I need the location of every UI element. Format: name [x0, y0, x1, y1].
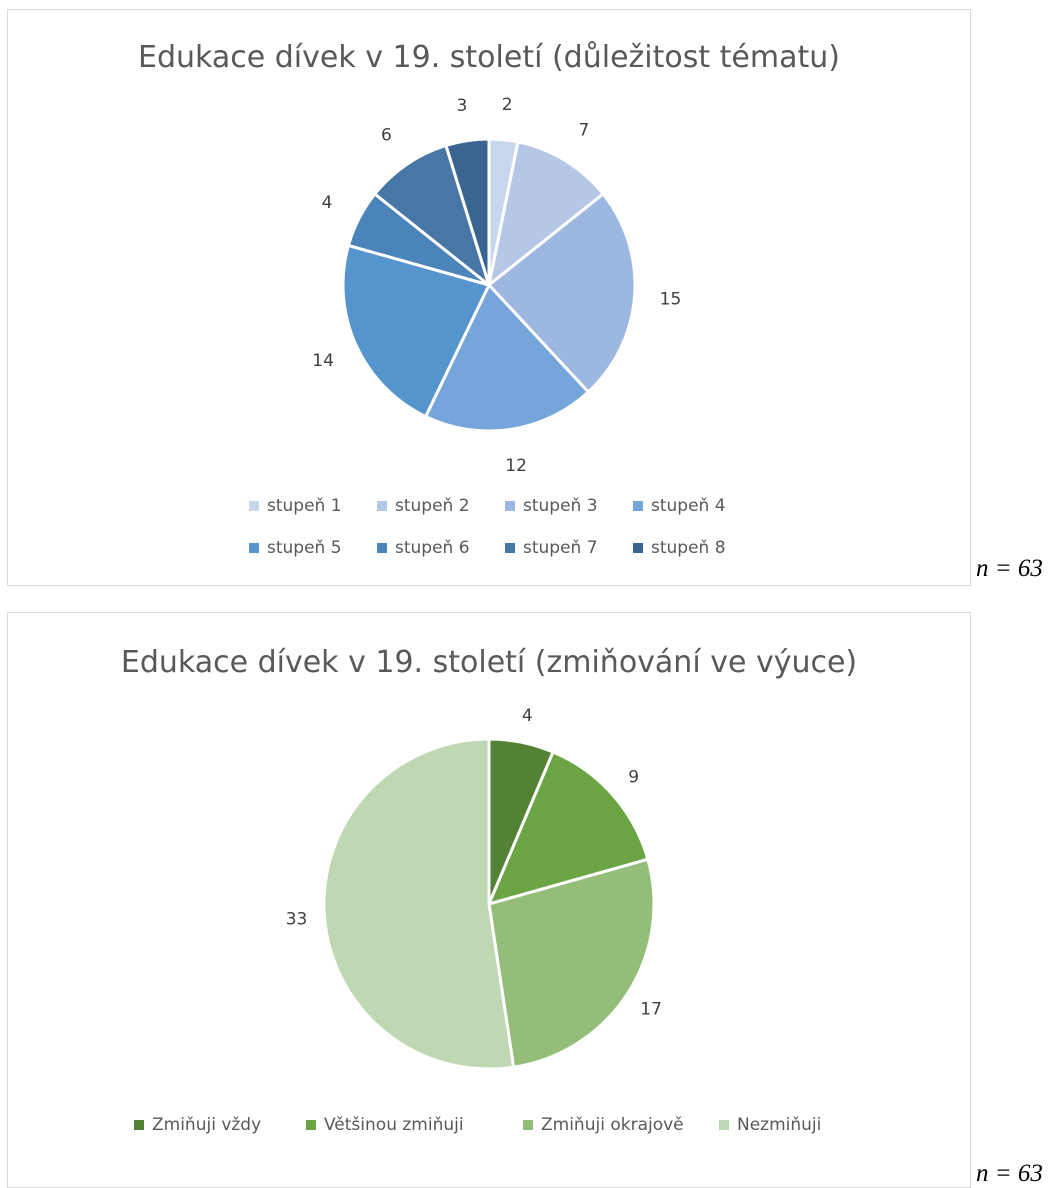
legend-item: Zmiňuji vždy: [134, 1115, 261, 1135]
data-label: 9: [628, 767, 639, 787]
legend-swatch: [249, 501, 259, 511]
legend-swatch: [377, 501, 387, 511]
legend-label: stupeň 7: [523, 538, 598, 558]
legend-swatch: [719, 1120, 729, 1130]
legend-swatch: [505, 543, 515, 553]
legend-item: stupeň 3: [505, 496, 598, 516]
sample-size-note: n = 63: [976, 555, 1043, 582]
pie-slice: [424, 283, 590, 433]
legend-swatch: [249, 543, 259, 553]
pie-chart-mentioning: 4 9 17 33: [286, 706, 662, 1071]
legend-label: Většinou zmiňuji: [324, 1115, 464, 1135]
data-label: 14: [312, 351, 334, 371]
pie-slice: [373, 143, 491, 287]
sample-size-note: n = 63: [976, 1160, 1043, 1187]
legend-label: stupeň 5: [267, 538, 342, 558]
chart-title: Edukace dívek v 19. století (důležitost …: [138, 40, 840, 75]
data-label: 3: [456, 96, 467, 116]
legend-label: Zmiňuji okrajově: [541, 1115, 684, 1135]
legend-item: stupeň 2: [377, 496, 470, 516]
chart-importance: Edukace dívek v 19. století (důležitost …: [7, 9, 971, 586]
legend-label: Zmiňuji vždy: [152, 1115, 262, 1135]
legend-swatch: [377, 543, 387, 553]
legend-swatch: [134, 1120, 144, 1130]
legend-label: stupeň 8: [651, 538, 726, 558]
data-label: 6: [381, 126, 392, 146]
data-label: 17: [640, 1000, 662, 1020]
data-label: 15: [660, 290, 682, 310]
data-label: 2: [502, 95, 513, 115]
pie-slice: [487, 140, 605, 287]
data-label: 4: [522, 706, 533, 726]
pie-slice: [322, 737, 516, 1071]
chart-title: Edukace dívek v 19. století (zmiňování v…: [120, 645, 858, 680]
legend-swatch: [523, 1120, 533, 1130]
legend-item: stupeň 5: [249, 538, 342, 558]
legend-swatch: [306, 1120, 316, 1130]
data-label: 33: [286, 909, 308, 929]
legend-item: Zmiňuji okrajově: [523, 1115, 684, 1135]
legend-swatch: [633, 543, 643, 553]
pie-slice: [487, 857, 656, 1069]
data-label: 7: [578, 121, 589, 141]
data-label: 12: [505, 456, 527, 476]
legend-item: stupeň 6: [377, 538, 470, 558]
pie-slice: [487, 192, 637, 394]
legend-label: Nezmiňuji: [737, 1115, 822, 1135]
pie-slice: [487, 750, 650, 906]
pie-chart-importance: 2 7 15 12 14 4 6 3: [312, 95, 682, 476]
legend-item: stupeň 7: [505, 538, 598, 558]
legend-item: stupeň 1: [249, 496, 342, 516]
pie-slice: [444, 137, 491, 287]
legend-label: stupeň 6: [395, 538, 470, 558]
legend-item: Nezmiňuji: [719, 1115, 821, 1135]
pie-slice: [341, 243, 491, 419]
legend-item: stupeň 4: [633, 496, 726, 516]
legend-label: stupeň 3: [523, 496, 598, 516]
data-label: 4: [322, 193, 333, 213]
chart-mentioning: Edukace dívek v 19. století (zmiňování v…: [7, 612, 971, 1188]
legend-label: stupeň 2: [395, 496, 470, 516]
legend-item: Většinou zmiňuji: [306, 1115, 464, 1135]
legend-label: stupeň 1: [267, 496, 342, 516]
legend-item: stupeň 8: [633, 538, 726, 558]
legend-label: stupeň 4: [651, 496, 726, 516]
legend-swatch: [633, 501, 643, 511]
legend-swatch: [505, 501, 515, 511]
